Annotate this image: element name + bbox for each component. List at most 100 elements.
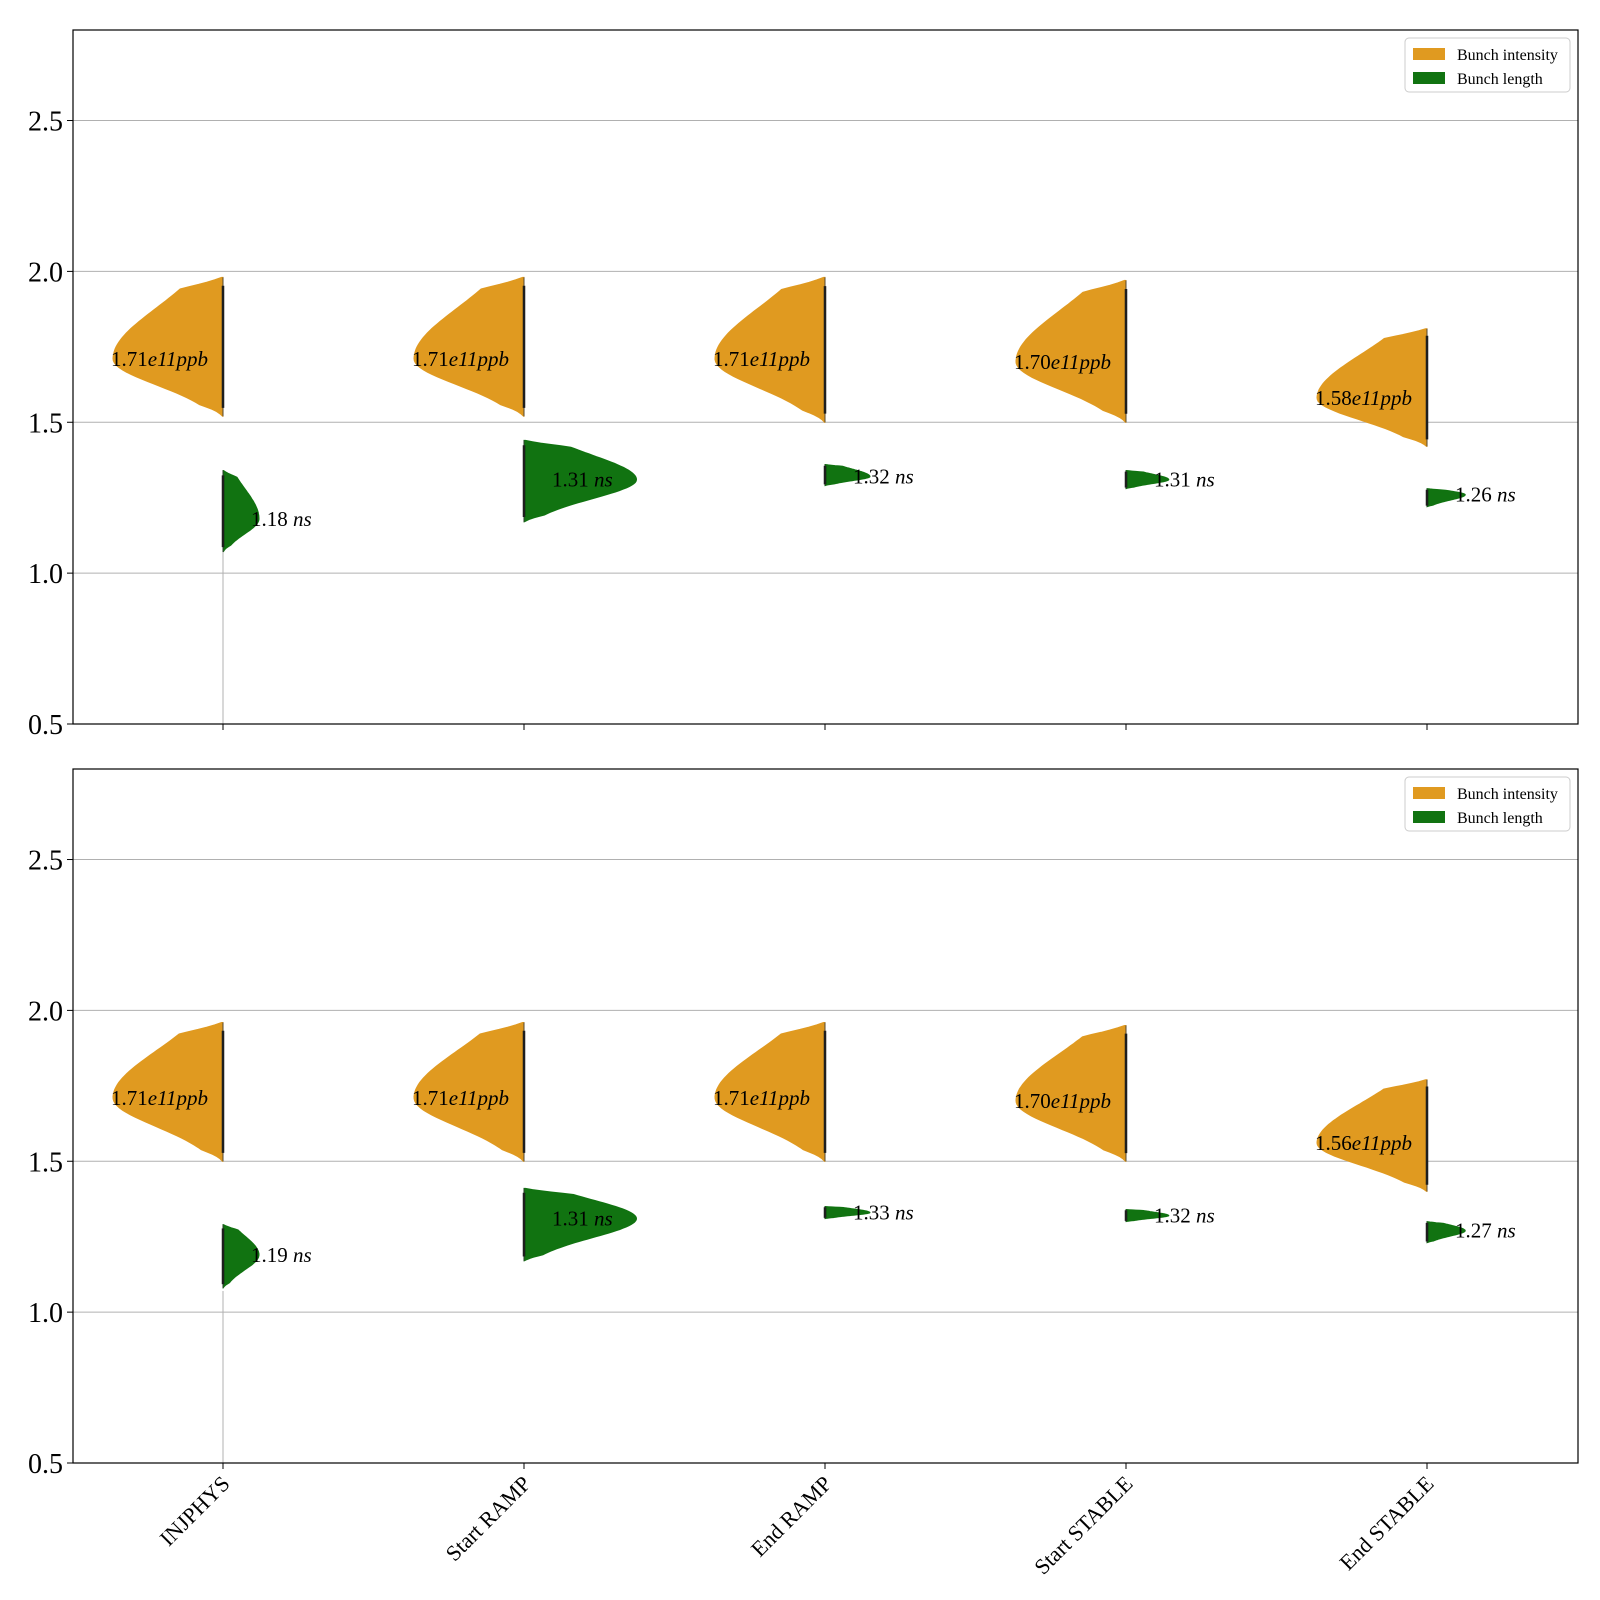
intensity-violin-2 bbox=[714, 276, 826, 423]
x-tick-label-4: End STABLE bbox=[1334, 1471, 1438, 1575]
length-median-label-1: 1.31 ns bbox=[552, 1207, 613, 1231]
median-unit: e11ppb bbox=[1051, 350, 1111, 374]
length-median-label-0: 1.18 ns bbox=[251, 507, 312, 531]
y-tick-label: 2.0 bbox=[28, 996, 63, 1027]
legend-swatch-0 bbox=[1413, 48, 1445, 60]
intensity-median-label-4: 1.56e11ppb bbox=[1315, 1131, 1412, 1155]
y-tick-label: 1.0 bbox=[28, 559, 63, 590]
median-unit: e11ppb bbox=[750, 347, 810, 371]
intensity-median-label-0: 1.71e11ppb bbox=[111, 347, 208, 371]
median-unit: e11ppb bbox=[750, 1086, 810, 1110]
length-violin-3 bbox=[1125, 469, 1170, 490]
median-value: 1.71 bbox=[412, 1086, 449, 1110]
median-value: 1.19 bbox=[251, 1243, 288, 1267]
median-value: 1.26 bbox=[1455, 483, 1492, 507]
median-value: 1.32 bbox=[1154, 1204, 1191, 1228]
median-unit: e11ppb bbox=[1051, 1089, 1111, 1113]
legend-label-0: Bunch intensity bbox=[1457, 47, 1558, 64]
y-tick-label: 2.5 bbox=[28, 107, 63, 138]
median-unit: e11ppb bbox=[1352, 386, 1412, 410]
legend-swatch-1 bbox=[1413, 72, 1445, 84]
length-median-label-2: 1.33 ns bbox=[853, 1201, 914, 1225]
median-unit: ns bbox=[589, 468, 613, 492]
median-value: 1.31 bbox=[1154, 468, 1191, 492]
length-violin-0 bbox=[222, 469, 260, 553]
length-violin-4 bbox=[1426, 488, 1466, 508]
intensity-violin-4 bbox=[1316, 1079, 1428, 1192]
legend-label-1: Bunch length bbox=[1457, 71, 1543, 88]
median-value: 1.71 bbox=[713, 1086, 750, 1110]
median-value: 1.18 bbox=[251, 507, 288, 531]
legend-swatch-1 bbox=[1413, 811, 1445, 823]
y-tick-label: 1.5 bbox=[28, 408, 63, 439]
y-tick-label: 0.5 bbox=[28, 710, 63, 741]
median-unit: e11ppb bbox=[449, 347, 509, 371]
intensity-median-label-1: 1.71e11ppb bbox=[412, 347, 509, 371]
length-violin-1 bbox=[523, 439, 638, 523]
length-median-label-1: 1.31 ns bbox=[552, 468, 613, 492]
legend-box bbox=[1404, 776, 1571, 832]
intensity-median-label-4: 1.58e11ppb bbox=[1315, 386, 1412, 410]
median-value: 1.27 bbox=[1455, 1219, 1492, 1243]
length-median-label-3: 1.31 ns bbox=[1154, 468, 1215, 492]
x-tick-label-1: Start RAMP bbox=[440, 1471, 535, 1566]
median-value: 1.56 bbox=[1315, 1131, 1352, 1155]
median-unit: ns bbox=[1191, 1204, 1215, 1228]
median-unit: e11ppb bbox=[1352, 1131, 1412, 1155]
legend: Bunch intensity Bunch length bbox=[1404, 37, 1571, 93]
median-value: 1.32 bbox=[853, 465, 890, 489]
median-unit: ns bbox=[1191, 468, 1215, 492]
intensity-violin-2 bbox=[714, 1021, 826, 1162]
median-unit: ns bbox=[288, 1243, 312, 1267]
length-median-label-4: 1.27 ns bbox=[1455, 1219, 1516, 1243]
median-unit: ns bbox=[890, 465, 914, 489]
median-unit: ns bbox=[890, 1201, 914, 1225]
intensity-violin-3 bbox=[1015, 279, 1127, 423]
median-value: 1.70 bbox=[1014, 350, 1051, 374]
y-tick-label: 2.0 bbox=[28, 257, 63, 288]
median-value: 1.33 bbox=[853, 1201, 890, 1225]
intensity-median-label-3: 1.70e11ppb bbox=[1014, 1089, 1111, 1113]
median-value: 1.71 bbox=[111, 1086, 148, 1110]
y-tick-label: 1.5 bbox=[28, 1147, 63, 1178]
intensity-violin-0 bbox=[112, 1021, 224, 1162]
median-unit: ns bbox=[1492, 483, 1516, 507]
median-unit: ns bbox=[1492, 1219, 1516, 1243]
y-tick-label: 1.0 bbox=[28, 1298, 63, 1329]
median-value: 1.31 bbox=[552, 1207, 589, 1231]
intensity-median-label-2: 1.71e11ppb bbox=[713, 1086, 810, 1110]
median-unit: e11ppb bbox=[148, 1086, 208, 1110]
intensity-violin-1 bbox=[413, 1021, 525, 1162]
intensity-median-label-3: 1.70e11ppb bbox=[1014, 350, 1111, 374]
legend-box bbox=[1404, 37, 1571, 93]
median-unit: ns bbox=[288, 507, 312, 531]
intensity-median-label-1: 1.71e11ppb bbox=[412, 1086, 509, 1110]
length-median-label-2: 1.32 ns bbox=[853, 465, 914, 489]
legend-label-1: Bunch length bbox=[1457, 810, 1543, 827]
median-value: 1.71 bbox=[111, 347, 148, 371]
length-violin-1 bbox=[523, 1187, 638, 1262]
intensity-violin-4 bbox=[1316, 328, 1428, 447]
length-median-label-3: 1.32 ns bbox=[1154, 1204, 1215, 1228]
length-violin-0 bbox=[222, 1224, 260, 1289]
length-violin-2 bbox=[824, 1205, 871, 1220]
legend-label-0: Bunch intensity bbox=[1457, 786, 1558, 803]
y-tick-label: 2.5 bbox=[28, 846, 63, 877]
violin-panel-2: 0.51.01.52.02.51.71e11ppb 1.71e11ppb 1.71e… bbox=[28, 768, 1579, 1579]
intensity-violin-0 bbox=[112, 276, 224, 417]
y-tick-label: 0.5 bbox=[28, 1449, 63, 1480]
median-value: 1.31 bbox=[552, 468, 589, 492]
legend: Bunch intensity Bunch length bbox=[1404, 776, 1571, 832]
length-violin-2 bbox=[824, 463, 871, 487]
intensity-median-label-0: 1.71e11ppb bbox=[111, 1086, 208, 1110]
x-tick-label-2: End RAMP bbox=[746, 1471, 837, 1562]
length-violin-4 bbox=[1426, 1221, 1466, 1244]
median-unit: ns bbox=[589, 1207, 613, 1231]
median-value: 1.71 bbox=[713, 347, 750, 371]
x-tick-label-3: Start STABLE bbox=[1029, 1471, 1137, 1579]
intensity-median-label-2: 1.71e11ppb bbox=[713, 347, 810, 371]
median-value: 1.70 bbox=[1014, 1089, 1051, 1113]
length-median-label-4: 1.26 ns bbox=[1455, 483, 1516, 507]
intensity-violin-1 bbox=[413, 276, 525, 417]
